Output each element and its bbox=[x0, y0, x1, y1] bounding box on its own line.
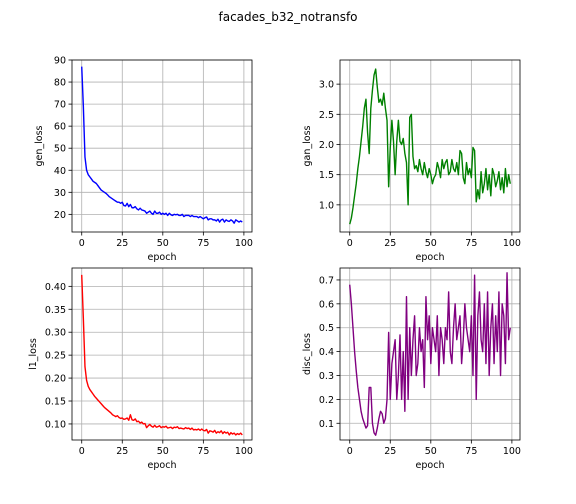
y-tick-label: 30 bbox=[54, 188, 66, 199]
axes-frame bbox=[71, 59, 253, 233]
x-tick-label: 0 bbox=[79, 446, 85, 457]
y-tick-label: 2.0 bbox=[319, 140, 334, 151]
y-tick-label: 1.0 bbox=[319, 200, 334, 211]
y-tick-label: 40 bbox=[54, 166, 66, 177]
x-tick-label: 0 bbox=[347, 446, 353, 457]
series-line bbox=[81, 274, 243, 436]
y-tick-label: 90 bbox=[54, 56, 66, 67]
x-tick-label: 0 bbox=[79, 238, 85, 249]
x-tick-label: 100 bbox=[503, 446, 521, 457]
y-tick-label: 50 bbox=[54, 144, 66, 155]
x-tick-label: 25 bbox=[384, 446, 396, 457]
y-tick-label: 0.20 bbox=[45, 374, 66, 385]
x-axis-label: epoch bbox=[148, 252, 177, 263]
y-tick-label: 70 bbox=[54, 100, 66, 111]
x-axis-label: epoch bbox=[416, 252, 445, 263]
y-tick-label: 2.5 bbox=[319, 110, 334, 121]
x-tick-label: 100 bbox=[503, 238, 521, 249]
axes-frame bbox=[71, 267, 253, 441]
x-tick-label: 50 bbox=[157, 446, 169, 457]
x-tick-label: 50 bbox=[425, 238, 437, 249]
y-tick-label: 0.7 bbox=[319, 275, 334, 286]
x-tick-label: 25 bbox=[116, 446, 128, 457]
y-axis-label: disc_loss bbox=[302, 333, 313, 375]
x-tick-label: 50 bbox=[157, 238, 169, 249]
x-tick-label: 0 bbox=[347, 238, 353, 249]
y-axis-label: l1_loss bbox=[28, 338, 39, 370]
y-tick-label: 0.3 bbox=[319, 371, 334, 382]
y-tick-label: 0.5 bbox=[319, 323, 334, 334]
y-tick-label: 1.5 bbox=[319, 170, 334, 181]
axes-frame bbox=[339, 267, 521, 441]
y-tick-label: 0.1 bbox=[319, 419, 334, 430]
y-tick-label: 0.40 bbox=[45, 282, 66, 293]
grid bbox=[72, 268, 252, 440]
x-tick-label: 100 bbox=[235, 446, 253, 457]
series-line bbox=[81, 66, 243, 224]
x-tick-label: 25 bbox=[384, 238, 396, 249]
grid bbox=[72, 59, 252, 232]
y-tick-label: 0.6 bbox=[319, 299, 334, 310]
subplot-gen-loss: 0 25 50 75 100 20 30 40 50 60 70 80 90 epoch gen_loss bbox=[34, 56, 253, 264]
y-tick-label: 0.2 bbox=[319, 395, 334, 406]
x-axis-label: epoch bbox=[416, 460, 445, 471]
x-tick-label: 75 bbox=[465, 446, 477, 457]
subplot-l1-loss: 0 25 50 75 100 0.10 0.15 0.20 0.25 0.30 0.35 0.40 ep… bbox=[28, 267, 253, 471]
subplot-gan-loss: 0 25 50 75 100 1.0 1.5 2.0 2.5 3.0 epoch gan_loss bbox=[302, 59, 521, 263]
y-tick-label: 0.30 bbox=[45, 328, 66, 339]
y-tick-label: 0.15 bbox=[45, 397, 66, 408]
y-tick-label: 80 bbox=[54, 78, 66, 89]
y-axis-label: gan_loss bbox=[302, 125, 313, 166]
grid bbox=[340, 268, 520, 440]
axes-frame bbox=[339, 59, 521, 233]
series-line bbox=[349, 68, 511, 225]
y-tick-label: 20 bbox=[54, 210, 66, 221]
x-tick-label: 50 bbox=[425, 446, 437, 457]
series-line bbox=[349, 272, 511, 436]
subplot-disc-loss: 0 25 50 75 100 0.1 0.2 0.3 0.4 0.5 0.6 0.7 epoch disc… bbox=[302, 267, 521, 471]
figure-title: facades_b32_notransfo bbox=[218, 10, 357, 24]
y-tick-label: 0.4 bbox=[319, 347, 334, 358]
y-tick-label: 0.35 bbox=[45, 305, 66, 316]
x-tick-label: 25 bbox=[116, 238, 128, 249]
x-tick-label: 75 bbox=[197, 446, 209, 457]
y-axis-label: gen_loss bbox=[34, 125, 45, 166]
x-tick-label: 75 bbox=[465, 238, 477, 249]
y-tick-label: 0.10 bbox=[45, 419, 66, 430]
y-tick-label: 0.25 bbox=[45, 351, 66, 362]
y-tick-label: 3.0 bbox=[319, 80, 334, 91]
y-tick-label: 60 bbox=[54, 122, 66, 133]
grid bbox=[340, 60, 520, 232]
x-tick-label: 100 bbox=[235, 238, 253, 249]
x-tick-label: 75 bbox=[197, 238, 209, 249]
x-axis-label: epoch bbox=[148, 460, 177, 471]
